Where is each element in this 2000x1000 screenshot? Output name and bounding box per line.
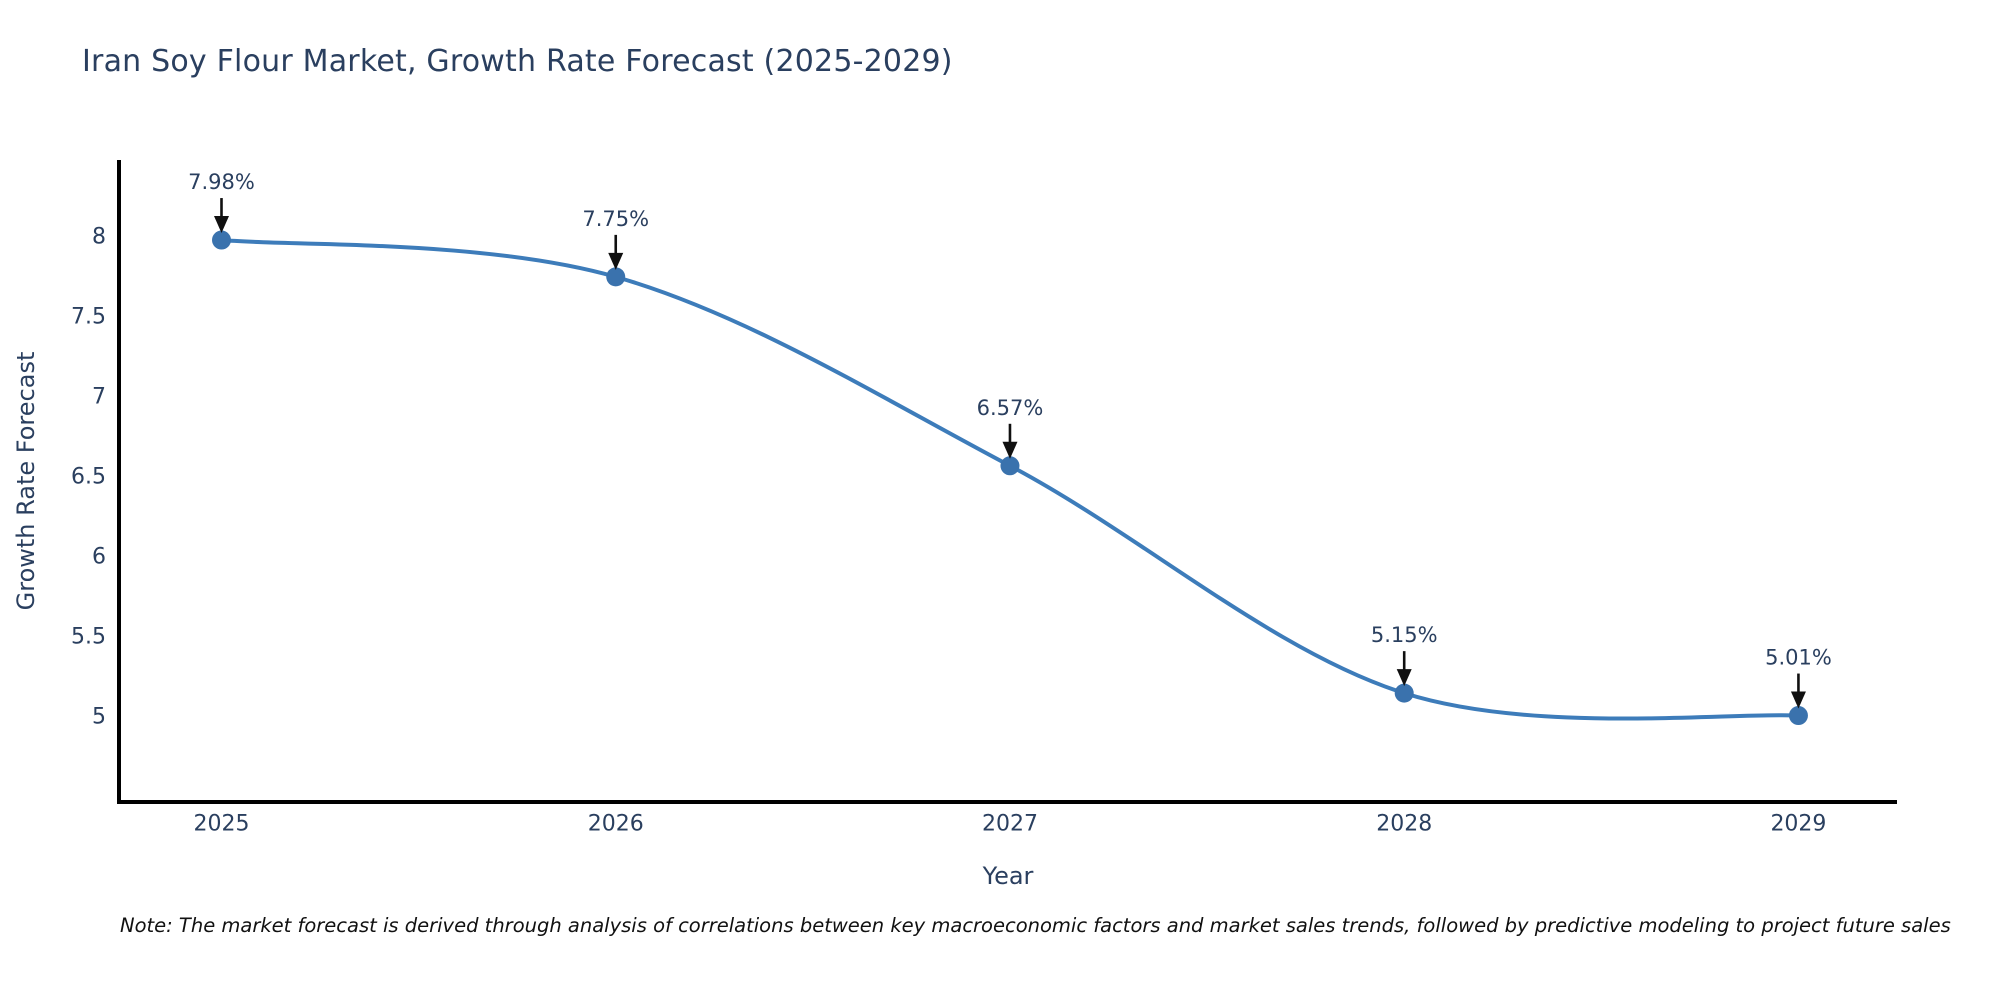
y-tick-label: 6.5 xyxy=(71,464,106,489)
data-point-label: 5.15% xyxy=(1371,623,1438,647)
y-axis-title: Growth Rate Forecast xyxy=(12,352,40,611)
y-tick-label: 8 xyxy=(92,224,106,249)
y-tick-label: 6 xyxy=(92,545,106,570)
data-point-marker xyxy=(1000,456,1020,476)
annotation-arrowhead xyxy=(1002,441,1018,459)
x-tick-label: 2026 xyxy=(588,812,644,837)
data-point-label: 7.98% xyxy=(188,170,255,194)
chart-title: Iran Soy Flour Market, Growth Rate Forec… xyxy=(82,44,953,79)
data-point-marker xyxy=(1394,683,1414,703)
y-tick-label: 5 xyxy=(92,705,106,730)
data-point-marker xyxy=(1788,706,1808,726)
x-axis-title: Year xyxy=(982,862,1034,890)
x-tick-label: 2028 xyxy=(1376,812,1432,837)
data-point-label: 7.75% xyxy=(582,207,649,231)
data-point-marker xyxy=(606,267,626,287)
annotation-arrowhead xyxy=(608,252,624,270)
x-tick-label: 2029 xyxy=(1770,812,1826,837)
data-point-label: 5.01% xyxy=(1765,646,1832,670)
data-point-label: 6.57% xyxy=(977,396,1044,420)
data-point-marker xyxy=(212,230,232,250)
annotation-arrowhead xyxy=(214,216,230,234)
y-tick-label: 7.5 xyxy=(71,304,106,329)
x-tick-label: 2027 xyxy=(982,812,1038,837)
annotation-arrowhead xyxy=(1396,669,1412,687)
footnote: Note: The market forecast is derived thr… xyxy=(120,914,1951,937)
y-tick-label: 7 xyxy=(92,384,106,409)
y-tick-label: 5.5 xyxy=(71,625,106,650)
forecast-line xyxy=(219,238,1801,721)
annotation-arrowhead xyxy=(1790,691,1806,709)
x-tick-label: 2025 xyxy=(194,812,250,837)
